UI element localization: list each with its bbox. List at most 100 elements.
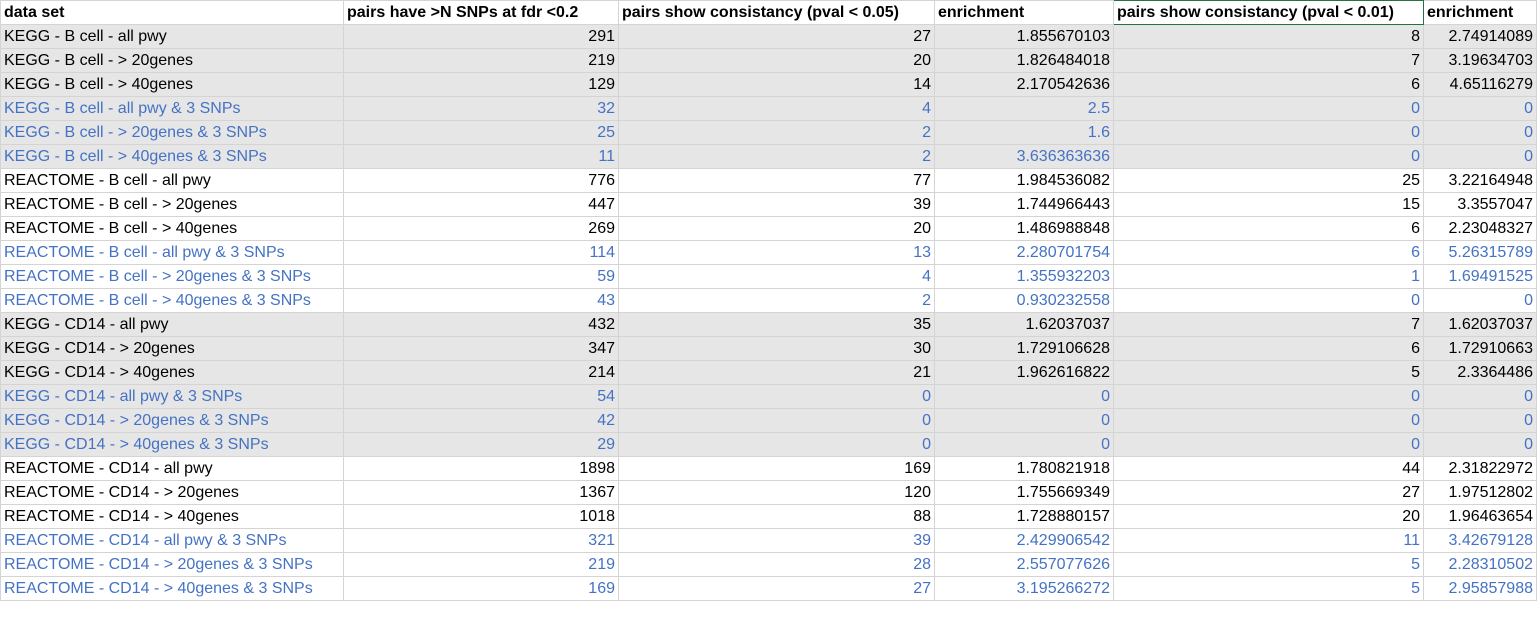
- consistency-005-cell[interactable]: 88: [618, 504, 935, 529]
- data-set-cell[interactable]: KEGG - B cell - > 40genes & 3 SNPs: [0, 144, 344, 169]
- data-set-cell[interactable]: KEGG - B cell - all pwy & 3 SNPs: [0, 96, 344, 121]
- header-cell-consistency-005[interactable]: pairs show consistancy (pval < 0.05): [618, 0, 935, 25]
- consistency-001-cell[interactable]: 0: [1113, 288, 1424, 313]
- consistency-005-cell[interactable]: 35: [618, 312, 935, 337]
- enrichment-001-cell[interactable]: 5.26315789: [1423, 240, 1537, 265]
- enrichment-005-cell[interactable]: 0: [934, 408, 1114, 433]
- consistency-005-cell[interactable]: 20: [618, 48, 935, 73]
- consistency-005-cell[interactable]: 13: [618, 240, 935, 265]
- data-set-cell[interactable]: KEGG - B cell - all pwy: [0, 24, 344, 49]
- pairs-snps-cell[interactable]: 25: [343, 120, 619, 145]
- consistency-001-cell[interactable]: 5: [1113, 552, 1424, 577]
- enrichment-005-cell[interactable]: 1.984536082: [934, 168, 1114, 193]
- enrichment-005-cell[interactable]: 0: [934, 432, 1114, 457]
- consistency-001-cell[interactable]: 0: [1113, 120, 1424, 145]
- consistency-001-cell[interactable]: 27: [1113, 480, 1424, 505]
- data-set-cell[interactable]: REACTOME - CD14 - > 40genes & 3 SNPs: [0, 576, 344, 601]
- enrichment-001-cell[interactable]: 0: [1423, 432, 1537, 457]
- consistency-005-cell[interactable]: 27: [618, 24, 935, 49]
- consistency-005-cell[interactable]: 28: [618, 552, 935, 577]
- consistency-001-cell[interactable]: 7: [1113, 312, 1424, 337]
- consistency-005-cell[interactable]: 2: [618, 288, 935, 313]
- data-set-cell[interactable]: KEGG - CD14 - all pwy & 3 SNPs: [0, 384, 344, 409]
- data-set-cell[interactable]: KEGG - CD14 - > 20genes & 3 SNPs: [0, 408, 344, 433]
- header-cell-consistency-001[interactable]: pairs show consistancy (pval < 0.01): [1113, 0, 1424, 25]
- enrichment-001-cell[interactable]: 1.97512802: [1423, 480, 1537, 505]
- consistency-001-cell[interactable]: 25: [1113, 168, 1424, 193]
- data-set-cell[interactable]: KEGG - CD14 - > 40genes & 3 SNPs: [0, 432, 344, 457]
- header-cell-pairs-snps[interactable]: pairs have >N SNPs at fdr <0.2: [343, 0, 619, 25]
- enrichment-005-cell[interactable]: 1.962616822: [934, 360, 1114, 385]
- pairs-snps-cell[interactable]: 432: [343, 312, 619, 337]
- enrichment-005-cell[interactable]: 0.930232558: [934, 288, 1114, 313]
- consistency-001-cell[interactable]: 0: [1113, 144, 1424, 169]
- consistency-005-cell[interactable]: 0: [618, 432, 935, 457]
- enrichment-001-cell[interactable]: 1.69491525: [1423, 264, 1537, 289]
- enrichment-001-cell[interactable]: 3.19634703: [1423, 48, 1537, 73]
- enrichment-001-cell[interactable]: 4.65116279: [1423, 72, 1537, 97]
- enrichment-001-cell[interactable]: 1.96463654: [1423, 504, 1537, 529]
- consistency-005-cell[interactable]: 169: [618, 456, 935, 481]
- consistency-001-cell[interactable]: 0: [1113, 408, 1424, 433]
- consistency-005-cell[interactable]: 120: [618, 480, 935, 505]
- pairs-snps-cell[interactable]: 129: [343, 72, 619, 97]
- enrichment-001-cell[interactable]: 2.95857988: [1423, 576, 1537, 601]
- data-set-cell[interactable]: KEGG - CD14 - all pwy: [0, 312, 344, 337]
- enrichment-005-cell[interactable]: 2.429906542: [934, 528, 1114, 553]
- header-cell-data-set[interactable]: data set: [0, 0, 344, 25]
- consistency-001-cell[interactable]: 1: [1113, 264, 1424, 289]
- enrichment-001-cell[interactable]: 0: [1423, 384, 1537, 409]
- data-set-cell[interactable]: REACTOME - B cell - > 40genes & 3 SNPs: [0, 288, 344, 313]
- consistency-001-cell[interactable]: 0: [1113, 432, 1424, 457]
- enrichment-001-cell[interactable]: 0: [1423, 120, 1537, 145]
- enrichment-005-cell[interactable]: 1.755669349: [934, 480, 1114, 505]
- consistency-005-cell[interactable]: 14: [618, 72, 935, 97]
- pairs-snps-cell[interactable]: 219: [343, 48, 619, 73]
- consistency-005-cell[interactable]: 2: [618, 120, 935, 145]
- enrichment-005-cell[interactable]: 2.280701754: [934, 240, 1114, 265]
- data-set-cell[interactable]: REACTOME - CD14 - all pwy & 3 SNPs: [0, 528, 344, 553]
- consistency-005-cell[interactable]: 20: [618, 216, 935, 241]
- consistency-005-cell[interactable]: 30: [618, 336, 935, 361]
- consistency-001-cell[interactable]: 0: [1113, 96, 1424, 121]
- pairs-snps-cell[interactable]: 54: [343, 384, 619, 409]
- data-set-cell[interactable]: REACTOME - CD14 - > 20genes: [0, 480, 344, 505]
- enrichment-005-cell[interactable]: 1.62037037: [934, 312, 1114, 337]
- enrichment-001-cell[interactable]: 2.28310502: [1423, 552, 1537, 577]
- pairs-snps-cell[interactable]: 291: [343, 24, 619, 49]
- data-set-cell[interactable]: REACTOME - B cell - > 20genes & 3 SNPs: [0, 264, 344, 289]
- enrichment-005-cell[interactable]: 1.6: [934, 120, 1114, 145]
- enrichment-001-cell[interactable]: 2.31822972: [1423, 456, 1537, 481]
- enrichment-001-cell[interactable]: 2.3364486: [1423, 360, 1537, 385]
- consistency-005-cell[interactable]: 4: [618, 96, 935, 121]
- consistency-005-cell[interactable]: 0: [618, 408, 935, 433]
- pairs-snps-cell[interactable]: 114: [343, 240, 619, 265]
- enrichment-005-cell[interactable]: 1.729106628: [934, 336, 1114, 361]
- consistency-005-cell[interactable]: 21: [618, 360, 935, 385]
- enrichment-001-cell[interactable]: 0: [1423, 144, 1537, 169]
- pairs-snps-cell[interactable]: 1367: [343, 480, 619, 505]
- consistency-001-cell[interactable]: 6: [1113, 240, 1424, 265]
- pairs-snps-cell[interactable]: 347: [343, 336, 619, 361]
- pairs-snps-cell[interactable]: 321: [343, 528, 619, 553]
- enrichment-001-cell[interactable]: 2.23048327: [1423, 216, 1537, 241]
- pairs-snps-cell[interactable]: 169: [343, 576, 619, 601]
- enrichment-005-cell[interactable]: 1.486988848: [934, 216, 1114, 241]
- consistency-001-cell[interactable]: 11: [1113, 528, 1424, 553]
- consistency-001-cell[interactable]: 20: [1113, 504, 1424, 529]
- pairs-snps-cell[interactable]: 29: [343, 432, 619, 457]
- enrichment-005-cell[interactable]: 1.728880157: [934, 504, 1114, 529]
- enrichment-005-cell[interactable]: 1.355932203: [934, 264, 1114, 289]
- pairs-snps-cell[interactable]: 43: [343, 288, 619, 313]
- pairs-snps-cell[interactable]: 776: [343, 168, 619, 193]
- header-cell-enrichment-001[interactable]: enrichment: [1423, 0, 1537, 25]
- enrichment-005-cell[interactable]: 1.744966443: [934, 192, 1114, 217]
- consistency-001-cell[interactable]: 15: [1113, 192, 1424, 217]
- data-set-cell[interactable]: KEGG - CD14 - > 20genes: [0, 336, 344, 361]
- enrichment-001-cell[interactable]: 1.62037037: [1423, 312, 1537, 337]
- enrichment-001-cell[interactable]: 0: [1423, 288, 1537, 313]
- data-set-cell[interactable]: KEGG - B cell - > 20genes: [0, 48, 344, 73]
- consistency-001-cell[interactable]: 6: [1113, 336, 1424, 361]
- data-set-cell[interactable]: REACTOME - CD14 - > 40genes: [0, 504, 344, 529]
- pairs-snps-cell[interactable]: 32: [343, 96, 619, 121]
